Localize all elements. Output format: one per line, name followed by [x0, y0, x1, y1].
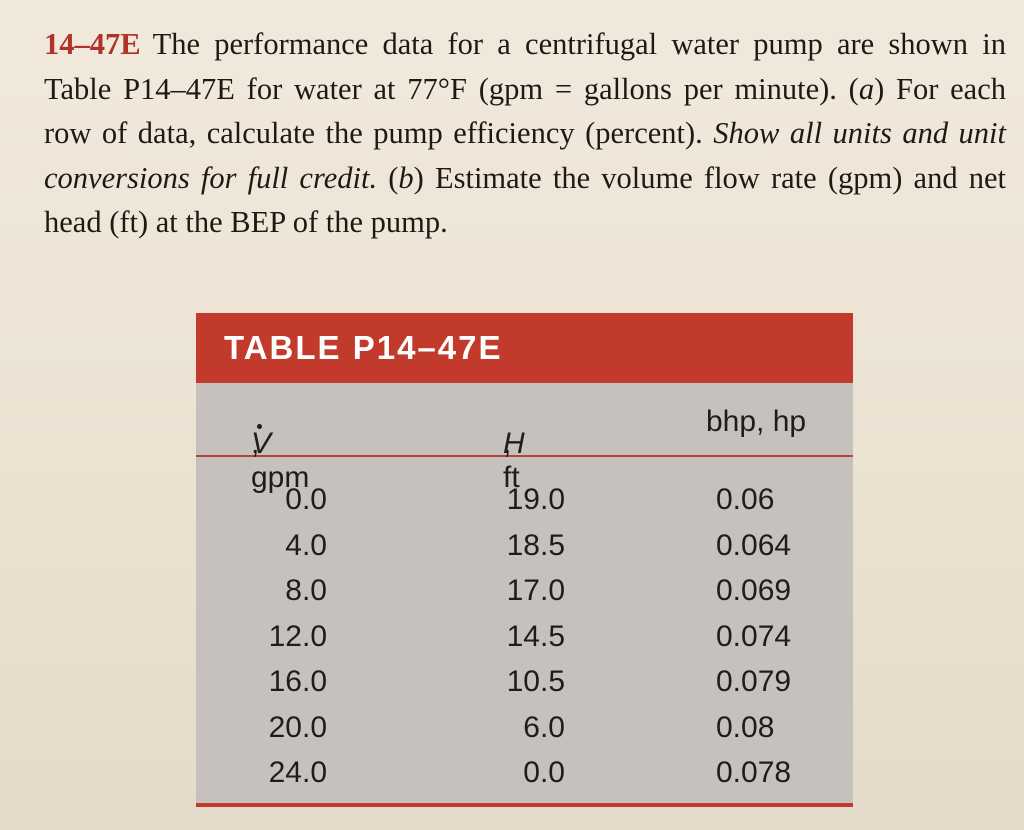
problem-text-4: ) Estimate the volume flow rate (gpm) an…: [44, 160, 1006, 240]
bhp-cell: 0.079: [716, 665, 792, 698]
problem-number: 14–47E: [44, 27, 141, 61]
head-unit: , ft: [503, 427, 520, 494]
bhp-cell: 0.08: [716, 710, 775, 744]
header-bhp: bhp, hp: [706, 405, 807, 438]
bhp-cell: 0.074: [716, 619, 792, 653]
problem-statement: 14–47E The performance data for a centrif…: [44, 22, 1006, 245]
table-row: 4.0 18.5 0.064: [196, 523, 853, 569]
table-row: 8.0 17.0 0.069: [196, 568, 853, 614]
problem-text-2: ) For each row of data, calculate the pu…: [44, 71, 1007, 151]
bhp-cell: 0.064: [716, 528, 792, 562]
table-header-row: V, gpm H, ft bhp, hp: [196, 383, 853, 494]
head-symbol: H: [503, 427, 525, 460]
table-row: 0.0 19.0 0.06: [196, 477, 853, 523]
table-row: 16.0 10.5 0.079: [196, 659, 853, 705]
table-body: V, gpm H, ft bhp, hp 0.0 19.0 0.06 4.0 1…: [196, 383, 853, 803]
table-row: 20.0 6.0 0.08: [196, 705, 853, 751]
table-rows: 0.0 19.0 0.06 4.0 18.5 0.064 8.0 17.0 0.…: [196, 477, 853, 796]
emphasis-text: Show all units and unit conversions for …: [44, 116, 1006, 195]
table-bottom-rule: [196, 803, 853, 807]
table-row: 24.0 0.0 0.078: [196, 750, 853, 796]
flow-unit: , gpm: [251, 427, 310, 494]
flow-cell: 24.0: [268, 756, 327, 789]
performance-table: TABLE P14–47E V, gpm H, ft bhp, hp 0.0 1…: [196, 313, 853, 807]
flow-cell: 4.0: [285, 528, 327, 562]
head-cell: 14.5: [506, 619, 565, 653]
table-row: 12.0 14.5 0.074: [196, 614, 853, 660]
head-cell: 18.5: [506, 528, 565, 562]
head-cell: 10.5: [506, 665, 565, 698]
flow-symbol: V: [251, 424, 272, 460]
flow-cell: 16.0: [268, 665, 327, 698]
flow-cell: 12.0: [268, 619, 327, 653]
head-cell: 19.0: [506, 483, 565, 516]
flow-cell: 0.0: [285, 483, 327, 516]
problem-text-1: The performance data for a centrifugal w…: [44, 27, 1006, 106]
bhp-cell: 0.06: [716, 483, 775, 516]
table-title: TABLE P14–47E: [196, 313, 853, 383]
problem-text-3: (: [377, 160, 399, 195]
flow-cell: 20.0: [268, 710, 327, 744]
flow-cell: 8.0: [285, 574, 327, 607]
head-cell: 6.0: [523, 710, 565, 744]
bhp-cell: 0.069: [716, 574, 792, 607]
head-cell: 0.0: [523, 756, 565, 789]
part-a-letter: a: [858, 71, 875, 106]
part-b-letter: b: [398, 160, 414, 195]
head-cell: 17.0: [506, 574, 565, 607]
bhp-cell: 0.078: [716, 756, 792, 789]
